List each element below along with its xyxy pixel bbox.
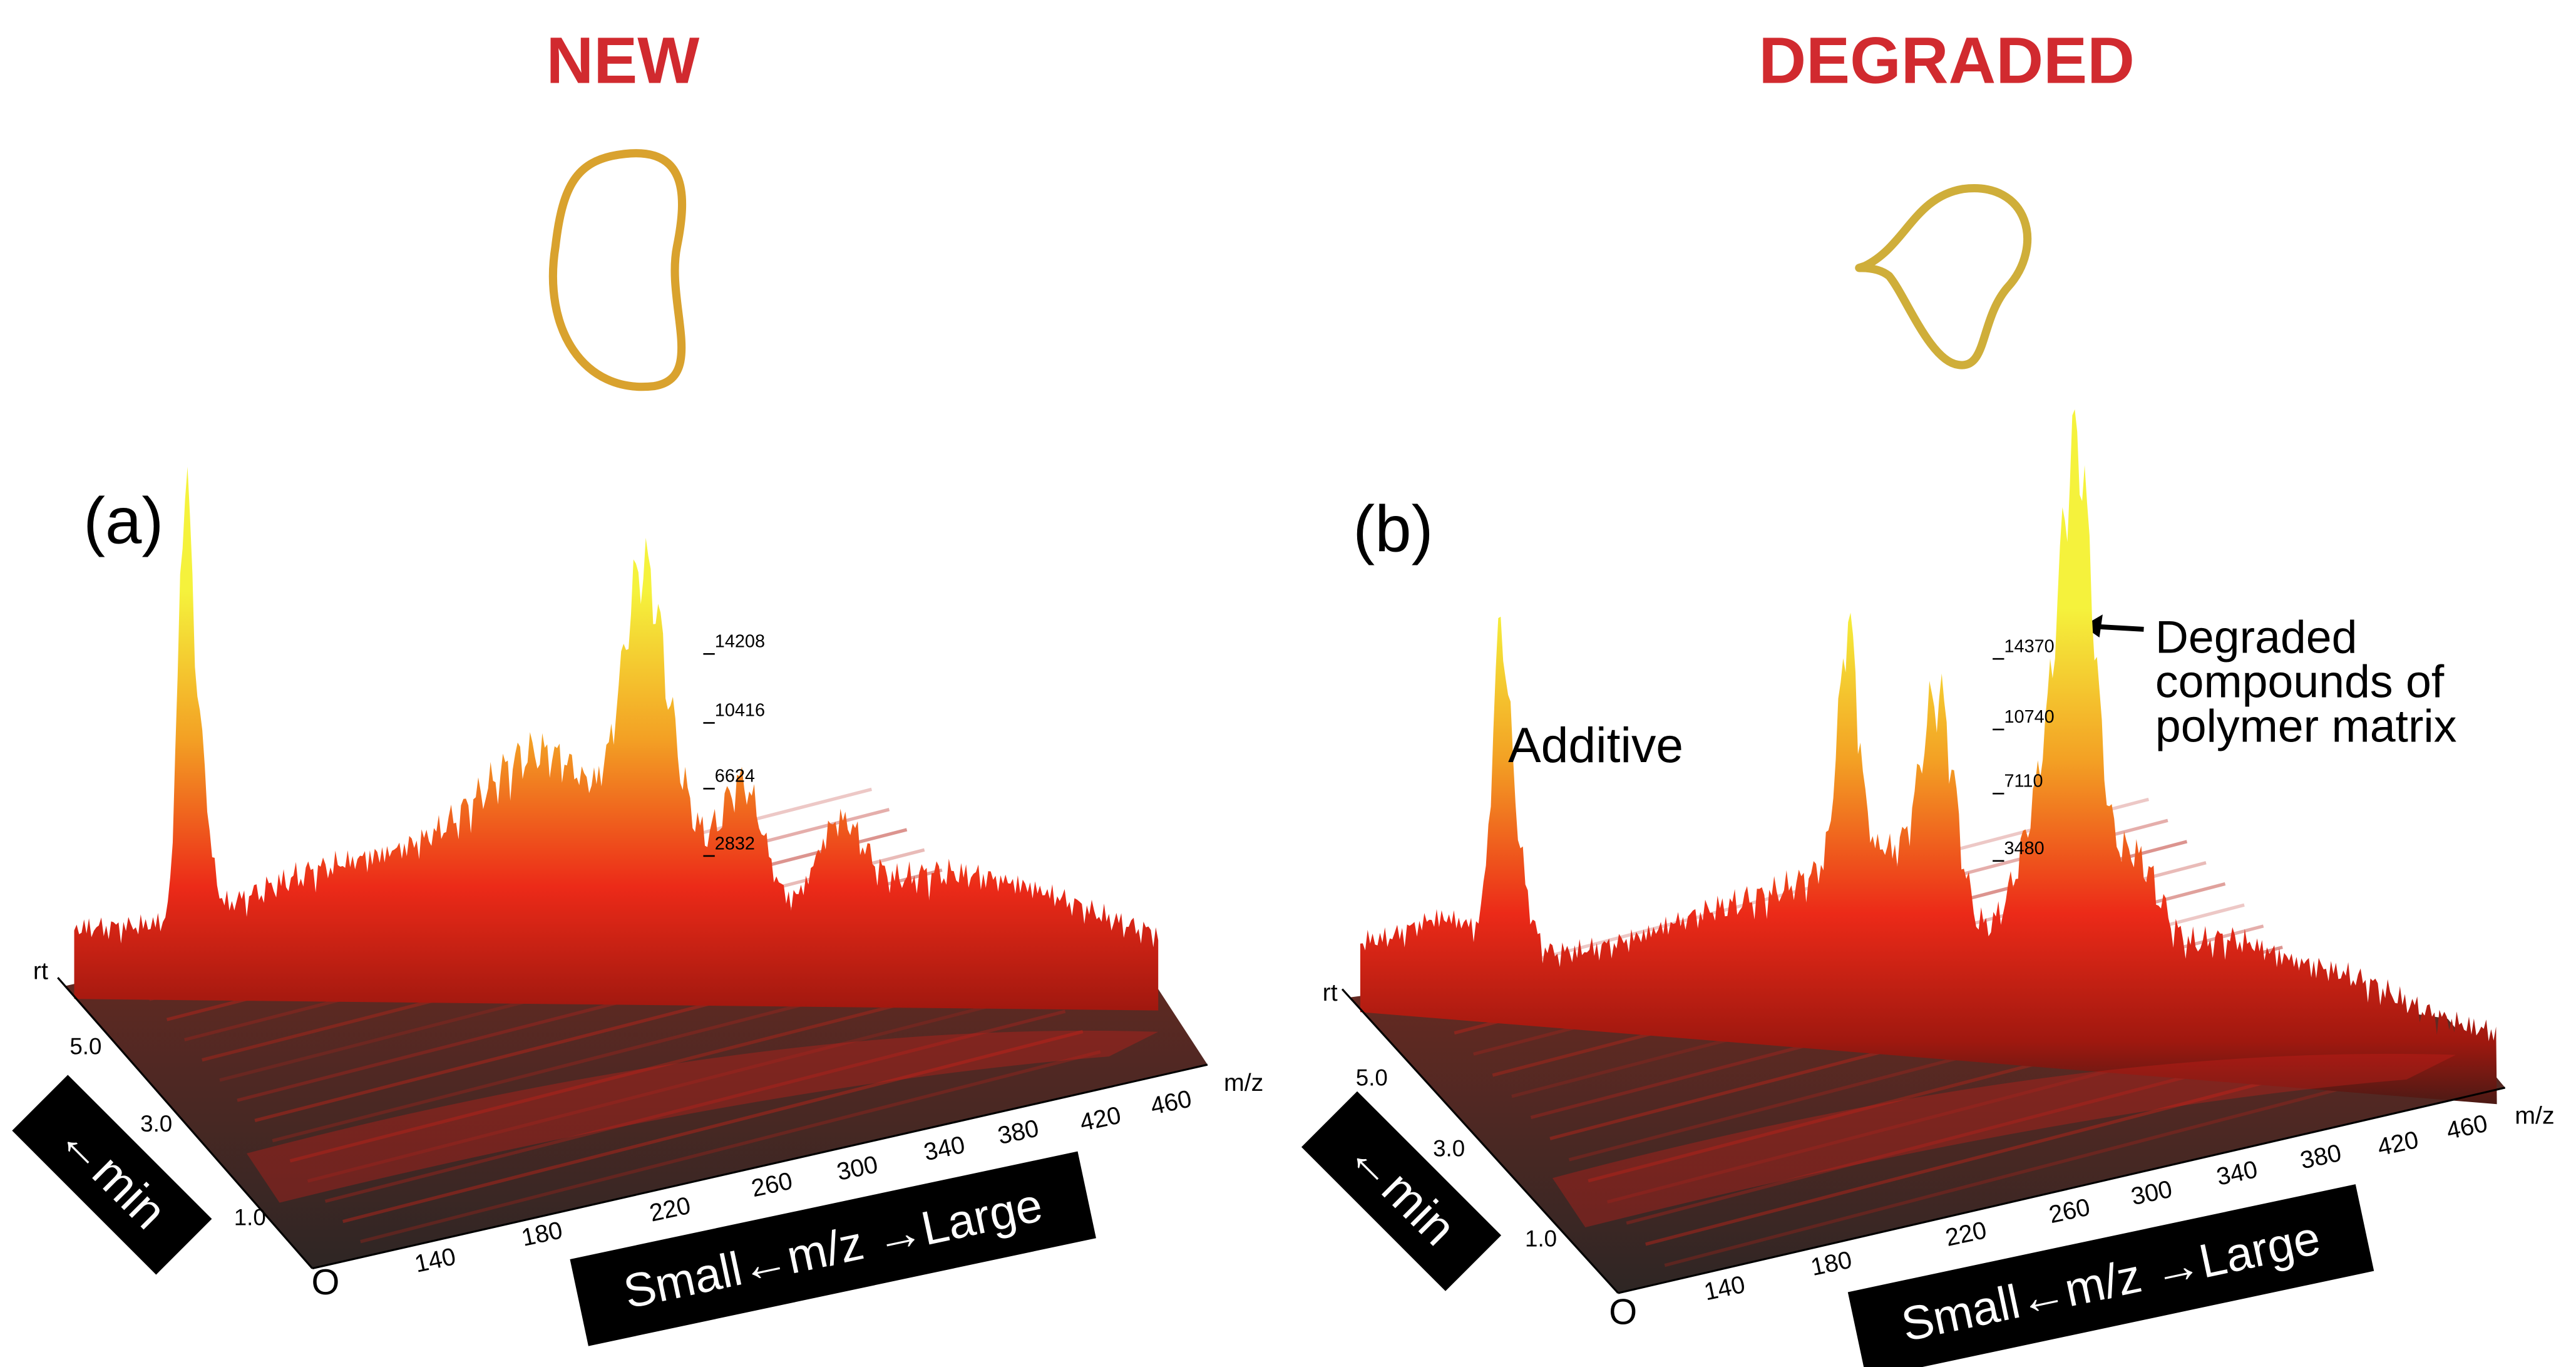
mz-tick-label: 300	[834, 1150, 880, 1186]
mz-tick-label: 420	[2375, 1126, 2421, 1162]
mz-label: m/z	[1224, 1069, 1263, 1096]
mz-tick-label: 340	[2214, 1155, 2260, 1191]
mz-tick-label: 260	[749, 1167, 794, 1202]
mz-axis	[1618, 1086, 2506, 1294]
mz-tick-label: 460	[2444, 1110, 2490, 1145]
mz-tick-label: 340	[921, 1131, 967, 1167]
z-tick-label: 2832	[715, 833, 755, 854]
z-tick-label: 10740	[2004, 707, 2054, 727]
panel-heading: DEGRADED	[1758, 24, 2135, 98]
rt-label: rt	[1323, 979, 1338, 1006]
z-tick-label: 3480	[2004, 838, 2044, 859]
surface-streak	[342, 1029, 1084, 1224]
z-tick-label: 6624	[715, 766, 755, 787]
surface-streak	[1645, 1051, 2379, 1246]
surface-ridge	[74, 467, 1159, 1011]
mz-tick-label: 420	[1077, 1101, 1123, 1137]
mz-tick-label: 140	[1701, 1271, 1747, 1306]
mz-axis	[312, 1063, 1208, 1270]
mz-tick-label: 220	[1943, 1216, 1989, 1252]
surface-streak	[324, 1009, 1066, 1203]
rt-box-bg	[1301, 1091, 1502, 1291]
z-tick-label: 14208	[715, 632, 765, 652]
z-tick-label: 14370	[2004, 636, 2054, 656]
annotation-line: Degraded	[2155, 611, 2358, 663]
additive-label: Additive	[1508, 718, 1683, 773]
rt-tick-label: 1.0	[234, 1205, 266, 1230]
mz-box-bg	[570, 1151, 1096, 1346]
mz-tick-label: 380	[2298, 1139, 2344, 1175]
annotation-line: polymer matrix	[2155, 699, 2457, 751]
surface-streak	[360, 1050, 1101, 1244]
origin-label: O	[312, 1262, 340, 1303]
mz-tick-label: 140	[413, 1242, 458, 1278]
rt-axis	[1341, 988, 1619, 1294]
surface-front	[247, 1030, 1159, 1203]
mz-tick-label: 220	[647, 1192, 693, 1227]
rt-tick-label: 5.0	[69, 1034, 101, 1060]
rt-tick-label: 3.0	[1433, 1135, 1465, 1161]
mz-tick-label: 300	[2128, 1175, 2174, 1211]
rt-tick-label: 5.0	[1356, 1065, 1388, 1091]
panel-label: (a)	[83, 484, 163, 557]
surface-ridge	[1360, 409, 2497, 1105]
rt-axis	[57, 977, 314, 1269]
mz-label: m/z	[2515, 1102, 2554, 1130]
surface-streak	[307, 989, 1049, 1183]
mz-box-bg	[1847, 1184, 2374, 1367]
panel-heading: NEW	[546, 24, 699, 98]
rubber-band-degraded	[1855, 184, 2032, 369]
rt-tick-label: 1.0	[1525, 1226, 1557, 1252]
rt-box-bg	[12, 1075, 212, 1275]
annotation-arrowhead	[2083, 614, 2103, 638]
z-tick-label: 10416	[715, 701, 765, 721]
mz-tick-label: 260	[2046, 1193, 2092, 1229]
mz-tick-label: 180	[519, 1216, 565, 1252]
origin-label: O	[1609, 1292, 1637, 1332]
mz-tick-label: 180	[1809, 1246, 1854, 1281]
mz-tick-label: 460	[1148, 1085, 1194, 1120]
annotation-line: compounds of	[2155, 656, 2445, 708]
rt-label: rt	[33, 957, 48, 985]
z-tick-label: 7110	[2004, 771, 2043, 792]
surface-streak	[1664, 1072, 2398, 1267]
panel-label: (b)	[1353, 492, 1433, 565]
rubber-band-new	[548, 149, 687, 391]
surface-front	[1552, 1053, 2456, 1227]
rt-tick-label: 3.0	[140, 1111, 172, 1137]
mz-tick-label: 380	[995, 1115, 1041, 1150]
